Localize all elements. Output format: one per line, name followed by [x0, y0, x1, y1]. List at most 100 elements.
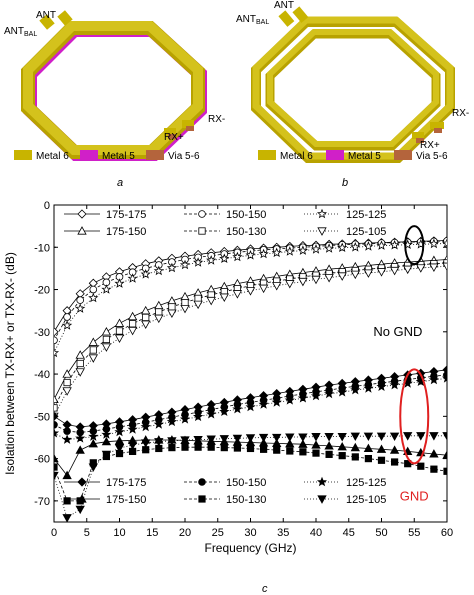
data-point	[63, 378, 71, 387]
data-point	[127, 424, 138, 434]
data-point	[233, 444, 241, 452]
data-point	[206, 408, 217, 419]
data-point	[232, 403, 243, 414]
data-point	[89, 346, 97, 354]
data-point	[63, 427, 71, 435]
data-point	[77, 494, 87, 503]
y-tick-label: -50	[34, 411, 50, 423]
x-tick-label: 50	[375, 527, 387, 539]
data-point	[181, 299, 189, 307]
data-point	[54, 394, 59, 404]
data-point	[127, 273, 138, 283]
data-point	[259, 445, 268, 453]
data-point	[298, 439, 308, 448]
data-point	[219, 406, 230, 416]
data-point	[376, 381, 387, 392]
data-point	[101, 343, 112, 352]
panel-b-ant-label: ANT	[274, 0, 294, 11]
panel-b-antbal-label: ANTBAL	[236, 14, 269, 26]
data-point	[376, 240, 387, 250]
data-point	[298, 277, 308, 287]
legend-label: Metal 5	[102, 151, 135, 162]
legend-swatch-via	[394, 150, 412, 160]
data-point	[62, 514, 72, 522]
data-point	[441, 238, 447, 248]
data-point	[54, 427, 60, 438]
data-point	[311, 440, 321, 449]
legend-label: Via 5-6	[168, 151, 200, 162]
data-point	[101, 326, 112, 336]
data-point	[54, 420, 58, 429]
legend-entry: 150-150	[226, 209, 266, 221]
data-point	[89, 285, 98, 294]
data-point	[88, 292, 99, 303]
legend-swatch-metal6	[258, 150, 276, 160]
x-tick-label: 10	[113, 527, 125, 539]
data-point	[75, 350, 85, 359]
data-point	[389, 432, 400, 442]
data-point	[54, 327, 59, 337]
y-tick-label: -40	[34, 369, 50, 381]
data-point	[404, 460, 412, 468]
data-point	[179, 259, 191, 270]
data-point	[284, 395, 295, 405]
panel-b-layout: ANT ANTBAL RX+ RX-	[236, 0, 469, 163]
data-point	[363, 269, 374, 278]
series-gnd-175-175	[54, 365, 447, 432]
no-gnd-ellipse	[404, 225, 425, 266]
data-point	[114, 444, 125, 453]
data-point	[54, 347, 60, 358]
legend-entry: 175-150	[106, 494, 146, 506]
data-point	[363, 432, 374, 442]
data-point	[219, 253, 230, 263]
panel-a-rxminus-label: RX-	[208, 114, 225, 125]
data-point	[363, 241, 374, 251]
data-point	[258, 399, 269, 409]
data-point	[363, 383, 374, 393]
panel-a-legend: Metal 6 Metal 5 Via 5-6	[14, 150, 200, 162]
data-point	[194, 443, 202, 451]
data-point	[114, 426, 125, 437]
data-point	[101, 429, 112, 439]
data-point	[246, 444, 255, 453]
data-point	[389, 266, 400, 276]
data-point	[376, 268, 387, 277]
isolation-chart: 0 5 10 15 20 25 30 35 40 45 50 55 60 0 -10 -20 -30 -40 -50…	[3, 200, 453, 555]
x-axis-label: Frequency (GHz)	[204, 541, 296, 555]
data-point	[154, 438, 164, 447]
data-point	[389, 445, 400, 454]
y-tick-label: 0	[44, 200, 50, 212]
data-point	[140, 269, 151, 279]
data-point	[416, 432, 426, 441]
x-tick-label: 45	[343, 527, 355, 539]
data-point	[62, 369, 72, 378]
panel-b-rxplus-label: RX+	[420, 140, 440, 151]
data-point	[350, 242, 361, 252]
series-gnd-125-105	[54, 432, 447, 522]
data-point	[76, 296, 84, 304]
legend-swatch-via	[146, 150, 164, 160]
panel-b-rxminus-label: RX-	[452, 108, 469, 119]
data-point	[272, 433, 282, 443]
data-point	[245, 287, 256, 296]
x-tick-label: 35	[277, 527, 289, 539]
data-point	[167, 309, 177, 319]
data-point	[127, 441, 138, 450]
data-point	[114, 278, 125, 288]
data-point	[76, 359, 84, 368]
data-point	[298, 433, 308, 442]
data-point	[430, 465, 438, 473]
data-point	[54, 411, 59, 421]
data-point	[62, 434, 73, 444]
data-point	[337, 242, 348, 252]
data-point	[337, 441, 347, 451]
series-line	[54, 446, 447, 502]
data-point	[207, 443, 215, 451]
data-point	[299, 448, 307, 456]
data-point	[114, 334, 125, 343]
data-point	[166, 262, 177, 273]
legend-entry: 175-175	[106, 209, 146, 221]
data-point	[325, 450, 333, 458]
data-point	[101, 284, 112, 294]
data-point	[442, 450, 447, 459]
